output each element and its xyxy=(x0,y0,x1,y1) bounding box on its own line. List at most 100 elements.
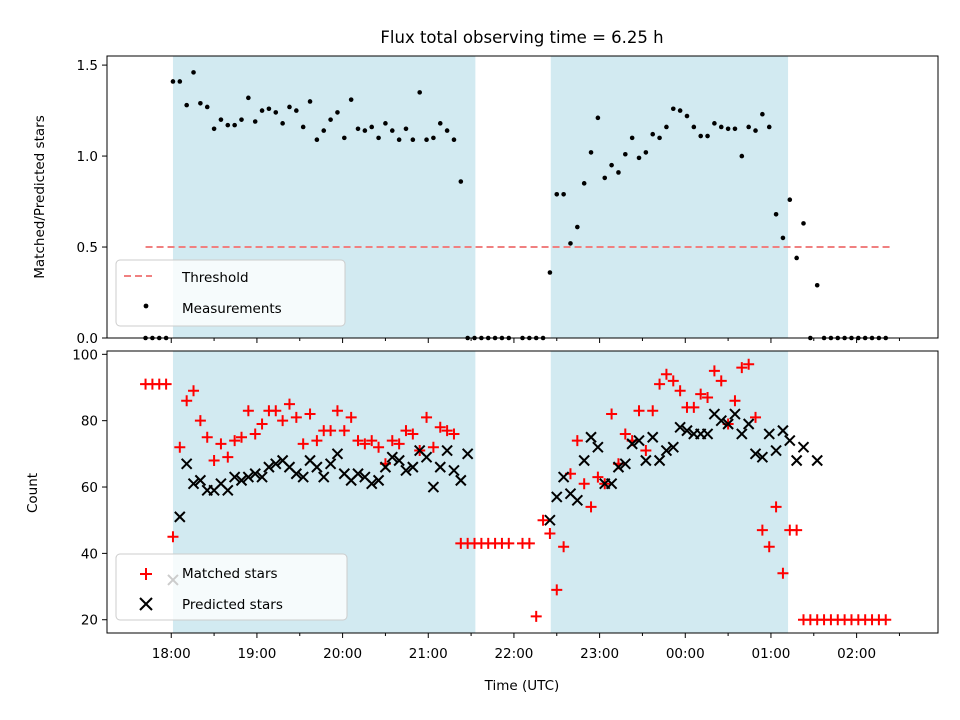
measurements-series xyxy=(143,70,889,341)
predicted-star-point xyxy=(386,451,398,463)
top-legend: Threshold Measurements xyxy=(115,259,346,327)
matched-star-point xyxy=(578,478,590,490)
legend-matched-swatch xyxy=(140,568,152,580)
matched-star-point xyxy=(763,541,775,553)
matched-star-point xyxy=(880,614,892,626)
predicted-star-point xyxy=(427,481,440,493)
x-tick-label: 21:00 xyxy=(409,646,448,662)
measurement-point xyxy=(568,241,573,246)
y-tick-label: 60 xyxy=(81,480,98,496)
matched-star-point xyxy=(695,388,707,400)
measurement-point xyxy=(458,179,464,184)
measurement-point xyxy=(342,135,347,141)
matched-star-point xyxy=(290,411,302,423)
measurement-point xyxy=(348,97,354,102)
predicted-star-point xyxy=(352,468,364,480)
matched-star-point xyxy=(523,537,535,549)
measurement-point xyxy=(725,126,731,132)
y-tick-label: 0.0 xyxy=(77,331,98,347)
measurement-point xyxy=(383,121,388,126)
matched-star-point xyxy=(503,537,515,549)
predicted-star-point xyxy=(187,477,200,490)
y-tick-label: 100 xyxy=(72,347,98,363)
predicted-star-point xyxy=(592,441,604,453)
measurement-point xyxy=(581,181,587,186)
predicted-star-point xyxy=(249,468,261,480)
matched-star-point xyxy=(530,610,542,622)
measurement-point xyxy=(246,95,251,101)
measurement-point xyxy=(677,108,683,113)
measurement-point xyxy=(314,137,320,142)
measurement-point xyxy=(746,124,751,130)
y-tick-label: 80 xyxy=(81,414,98,430)
matched-star-point xyxy=(702,391,714,403)
matched-star-point xyxy=(194,415,206,427)
matched-star-point xyxy=(311,435,323,447)
measurement-point xyxy=(684,113,690,119)
measurement-point xyxy=(698,133,703,139)
predicted-star-point xyxy=(180,458,193,470)
predicted-star-point xyxy=(571,494,584,507)
bottom-legend: Matched stars Predicted stars xyxy=(115,553,348,621)
matched-star-point xyxy=(167,531,179,543)
legend-predicted-label: Predicted stars xyxy=(182,597,283,613)
measurement-point xyxy=(184,102,189,108)
predicted-star-point xyxy=(461,448,474,460)
predicted-star-point xyxy=(715,414,727,427)
measurement-point xyxy=(259,108,265,113)
matched-star-point xyxy=(386,435,398,447)
predicted-star-point xyxy=(235,474,248,487)
measurement-point xyxy=(773,211,779,217)
predicted-star-point xyxy=(633,434,645,447)
measurement-point xyxy=(636,155,642,161)
measurement-point xyxy=(396,137,402,142)
matched-star-point xyxy=(297,438,309,450)
predicted-star-point xyxy=(400,464,412,477)
measurement-point xyxy=(739,153,745,159)
measurement-point xyxy=(753,128,758,133)
measurement-point xyxy=(287,104,292,110)
top-legend-box xyxy=(115,259,346,327)
measurement-point xyxy=(664,124,669,130)
matched-star-point xyxy=(400,425,412,437)
measurement-point xyxy=(204,104,210,110)
predicted-star-point xyxy=(297,471,309,483)
x-tick-label: 01:00 xyxy=(751,646,790,662)
matched-star-point xyxy=(674,385,686,397)
legend-measurements-label: Measurements xyxy=(182,301,282,317)
measurement-point xyxy=(451,137,457,142)
predicted-star-point xyxy=(653,454,666,467)
predicted-star-point xyxy=(420,451,433,463)
matched-star-point xyxy=(283,398,295,410)
measurement-point xyxy=(554,191,560,197)
matched-star-point xyxy=(544,527,556,539)
x-tick-label: 02:00 xyxy=(837,646,876,662)
measurement-point xyxy=(602,175,608,181)
predicted-star-point xyxy=(174,511,186,523)
predicted-star-point xyxy=(379,461,392,473)
matched-star-point xyxy=(571,435,583,447)
measurement-point xyxy=(362,128,368,133)
measurement-point xyxy=(218,117,224,122)
predicted-star-point xyxy=(270,458,282,470)
measurement-point xyxy=(273,110,279,115)
matched-star-point xyxy=(715,375,727,387)
bottom-axes: 20 40 60 80 100 18:00 19:00 20:00 21:00 22:00 23:0… xyxy=(72,347,939,662)
predicted-star-point xyxy=(619,458,632,470)
x-tick-label: 22:00 xyxy=(494,646,533,662)
predicted-stars-series xyxy=(167,408,823,586)
measurement-point xyxy=(814,282,820,288)
measurement-point xyxy=(794,255,799,261)
predicted-star-point xyxy=(256,471,268,483)
measurement-point xyxy=(670,106,676,112)
measurement-point xyxy=(643,150,649,155)
matched-star-point xyxy=(592,471,604,483)
x-tick-label: 19:00 xyxy=(237,646,276,662)
measurement-point xyxy=(547,270,553,275)
measurement-point xyxy=(376,135,381,141)
matched-star-point xyxy=(208,454,220,466)
matched-star-point xyxy=(277,415,289,427)
matched-star-point xyxy=(366,435,378,447)
measurement-point xyxy=(280,121,285,126)
